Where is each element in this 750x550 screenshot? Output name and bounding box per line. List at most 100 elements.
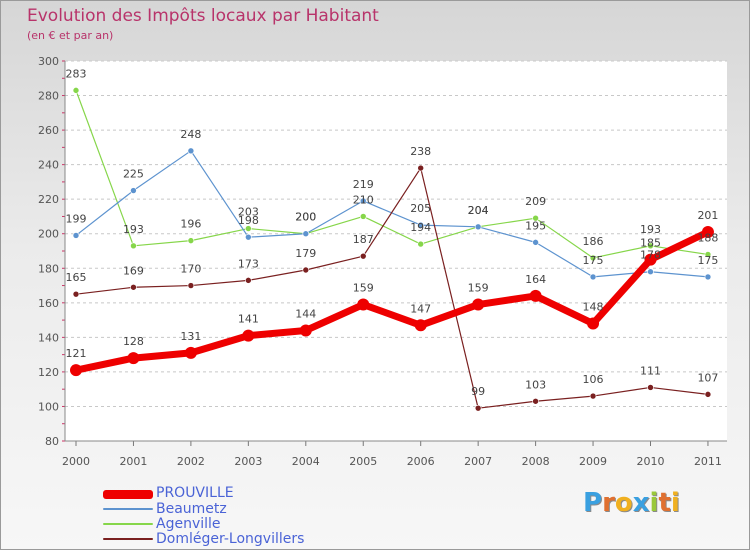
data-label-prouville: 121 [66,347,87,360]
data-label-agenville: 193 [640,223,661,236]
data-point-prouville [644,253,657,266]
data-label-doml-ger-longvillers: 99 [471,385,485,398]
data-label-beaumetz: 198 [238,214,259,227]
data-point-agenville [704,251,712,258]
data-point-prouville [70,364,82,377]
data-label-beaumetz: 200 [295,211,316,224]
data-label-beaumetz: 178 [640,249,661,262]
data-point-doml-ger-longvillers [72,290,80,298]
data-point-beaumetz [647,268,654,276]
data-label-prouville: 185 [640,237,661,250]
data-point-agenville [72,87,80,94]
data-label-beaumetz: 199 [66,212,87,225]
data-point-doml-ger-longvillers [130,283,137,291]
y-tick-label: 280 [38,90,59,103]
data-label-doml-ger-longvillers: 107 [697,371,718,384]
data-point-beaumetz [704,273,712,281]
data-label-agenville: 204 [468,204,489,217]
data-label-doml-ger-longvillers: 106 [583,373,604,386]
legend-swatch-prouville [103,490,153,499]
data-label-agenville: 210 [353,193,374,206]
data-point-prouville [299,324,312,337]
x-tick-label: 2011 [694,455,722,468]
legend-swatch-beaumetz [103,508,153,510]
data-label-agenville: 209 [525,195,546,208]
data-point-beaumetz [417,221,425,229]
legend-label-domleger: Domléger-Longvillers [156,531,305,547]
data-label-beaumetz: 195 [525,219,546,232]
data-point-beaumetz [245,233,252,241]
data-label-doml-ger-longvillers: 173 [238,257,259,270]
data-point-beaumetz [187,147,195,155]
series-line-doml-ger-longvillers [75,167,709,409]
data-point-beaumetz [302,230,310,238]
data-label-doml-ger-longvillers: 187 [353,233,374,246]
data-point-prouville [184,346,197,359]
data-label-agenville: 188 [697,231,718,244]
data-label-doml-ger-longvillers: 238 [410,145,431,158]
series-line-prouville [72,228,712,374]
data-point-doml-ger-longvillers [647,384,654,391]
series-line-agenville [75,89,709,259]
data-label-beaumetz: 175 [583,254,604,267]
x-tick-label: 2001 [119,455,147,468]
data-point-prouville [701,226,714,238]
y-tick-label: 160 [38,297,59,310]
y-tick-label: 80 [45,435,59,448]
data-point-doml-ger-longvillers [532,397,539,405]
data-point-beaumetz [359,197,367,205]
data-label-agenville: 200 [295,211,316,224]
data-label-prouville: 147 [410,302,431,315]
data-point-doml-ger-longvillers [187,282,195,289]
data-point-doml-ger-longvillers [302,266,310,274]
data-point-prouville [242,329,255,342]
data-point-beaumetz [532,239,539,246]
y-tick-label: 240 [38,159,59,172]
data-label-doml-ger-longvillers: 103 [525,378,546,391]
data-label-prouville: 148 [583,301,604,314]
data-label-doml-ger-longvillers: 170 [180,263,201,276]
data-point-prouville [587,317,600,330]
y-tick-label: 100 [38,400,59,413]
y-tick-label: 120 [38,366,59,379]
data-label-agenville: 186 [583,235,604,248]
data-point-agenville [130,242,137,250]
data-point-prouville [357,298,370,311]
x-tick-label: 2008 [522,455,550,468]
data-point-agenville [187,237,195,244]
data-label-prouville: 164 [525,273,546,286]
x-tick-label: 2010 [637,455,665,468]
y-tick-label: 300 [38,55,59,68]
data-point-agenville [245,225,252,232]
data-label-prouville: 131 [180,330,201,343]
y-tick-label: 260 [38,124,59,137]
logo-letter: r [602,488,615,518]
x-tick-label: 2005 [349,455,377,468]
data-point-prouville [529,289,542,302]
x-tick-label: 2003 [234,455,262,468]
data-label-prouville: 201 [697,209,718,222]
y-tick-label: 180 [38,262,59,275]
x-tick-label: 2004 [292,455,320,468]
data-point-agenville [647,242,654,250]
data-label-prouville: 128 [123,335,144,348]
x-tick-label: 2000 [62,455,90,468]
data-label-beaumetz: 225 [123,168,144,181]
data-point-doml-ger-longvillers [245,277,252,284]
data-point-prouville [414,319,427,332]
logo-letter: i [670,488,680,518]
data-label-prouville: 141 [238,313,259,326]
x-tick-label: 2007 [464,455,492,468]
y-tick-label: 220 [38,193,59,206]
x-tick-label: 2002 [177,455,205,468]
data-point-doml-ger-longvillers [474,404,482,412]
data-point-doml-ger-longvillers [589,392,597,400]
data-label-beaumetz: 175 [697,254,718,267]
data-label-beaumetz: 205 [410,202,431,215]
data-point-beaumetz [474,223,482,231]
y-tick-label: 200 [38,228,59,241]
data-label-doml-ger-longvillers: 179 [295,247,316,260]
data-label-agenville: 283 [66,67,87,80]
legend-label-prouville: PROUVILLE [156,485,234,501]
